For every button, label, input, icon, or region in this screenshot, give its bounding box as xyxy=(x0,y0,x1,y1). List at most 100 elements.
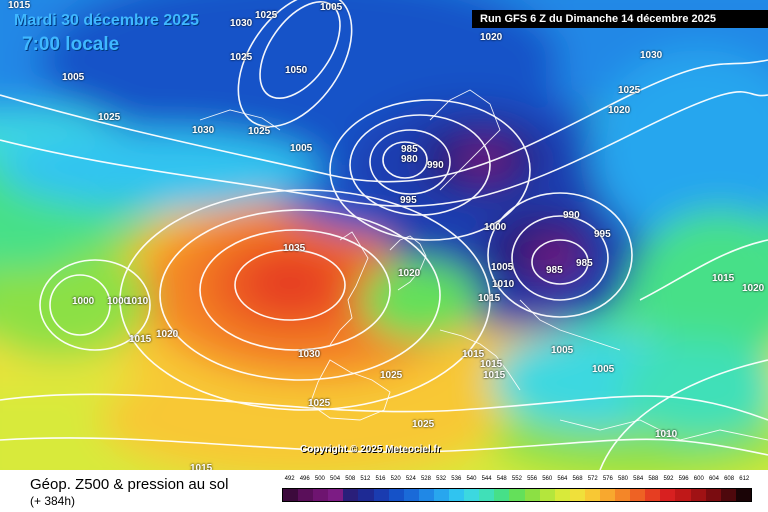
scale-swatch xyxy=(554,489,570,501)
scale-ticks: 492 496 500 504 508 512 516 520 524 528 532 536 540 5… xyxy=(282,476,752,482)
isobar-label: 1000 xyxy=(72,296,95,307)
scale-swatch xyxy=(494,489,510,501)
scale-tick: 516 xyxy=(375,476,386,482)
scale-tick: 584 xyxy=(633,476,644,482)
isobar-label: 1035 xyxy=(283,243,306,254)
scale-swatch xyxy=(615,489,631,501)
isobar-label: 1000 xyxy=(484,222,507,233)
isobar-label: 990 xyxy=(563,210,580,221)
isobar-label: 1020 xyxy=(480,32,503,43)
isobar-label: 985 xyxy=(576,258,593,269)
scale-swatch xyxy=(645,489,661,501)
isobar-label: 1025 xyxy=(230,52,253,63)
scale-bar xyxy=(282,488,752,502)
scale-tick: 512 xyxy=(360,476,371,482)
scale-swatch xyxy=(464,489,480,501)
isobar-label: 1005 xyxy=(320,2,343,13)
isobar-label: 1025 xyxy=(380,370,403,381)
scale-swatch xyxy=(313,489,329,501)
map-title: Géop. Z500 & pression au sol xyxy=(30,476,229,493)
scale-swatch xyxy=(630,489,646,501)
isobar-label: 1030 xyxy=(192,125,215,136)
forecast-time: 7:00 locale xyxy=(22,34,120,55)
isobar-label: 1000 xyxy=(107,296,130,307)
isobar-label: 1010 xyxy=(492,279,515,290)
isobar-label: 1030 xyxy=(230,18,253,29)
isobar-label: 980 xyxy=(401,154,418,165)
model-run-label: Run GFS 6 Z du Dimanche 14 décembre 2025 xyxy=(472,10,768,28)
scale-swatch xyxy=(584,489,600,501)
isobar-label: 1030 xyxy=(640,50,663,61)
scale-tick: 556 xyxy=(527,476,538,482)
scale-tick: 560 xyxy=(542,476,553,482)
scale-swatch xyxy=(449,489,465,501)
scale-tick: 508 xyxy=(345,476,356,482)
isobar-label: 1020 xyxy=(156,329,179,340)
isobar-label: 995 xyxy=(400,195,417,206)
scale-swatch xyxy=(660,489,676,501)
scale-tick: 596 xyxy=(678,476,689,482)
scale-swatch xyxy=(720,489,736,501)
isobar-label: 1025 xyxy=(618,85,641,96)
isobar-label: 1020 xyxy=(742,283,765,294)
isobar-label: 1015 xyxy=(8,0,31,11)
legend-panel: Géop. Z500 & pression au sol (+ 384h) 49… xyxy=(0,470,768,512)
scale-swatch xyxy=(690,489,706,501)
isobar-label: 995 xyxy=(594,229,611,240)
isobar-label: 1025 xyxy=(412,419,435,430)
isobar-label: 985 xyxy=(546,265,563,276)
isobar-label: 1010 xyxy=(126,296,149,307)
scale-swatch xyxy=(418,489,434,501)
isobar-label: 1015 xyxy=(478,293,501,304)
scale-tick: 496 xyxy=(299,476,310,482)
scale-tick: 528 xyxy=(420,476,431,482)
isobar-label: 1010 xyxy=(655,429,678,440)
scale-swatch xyxy=(298,489,314,501)
scale-tick: 612 xyxy=(739,476,750,482)
isobar-label: 1015 xyxy=(483,370,506,381)
scale-tick: 576 xyxy=(602,476,613,482)
scale-tick: 504 xyxy=(330,476,341,482)
scale-tick: 600 xyxy=(693,476,704,482)
isobar-label: 1005 xyxy=(290,143,313,154)
isobar-label: 985 xyxy=(401,144,418,155)
isobar-label: 1005 xyxy=(551,345,574,356)
isobar-label: 1025 xyxy=(308,398,331,409)
isobar-label: 1015 xyxy=(712,273,735,284)
geopotential-field xyxy=(0,0,768,470)
color-scale: 492 496 500 504 508 512 516 520 524 528 532 536 540 5… xyxy=(282,476,752,506)
scale-tick: 500 xyxy=(314,476,325,482)
isobar-label: 990 xyxy=(427,160,444,171)
scale-swatch xyxy=(403,489,419,501)
scale-tick: 536 xyxy=(451,476,462,482)
isobar-label: 1015 xyxy=(462,349,485,360)
forecast-date: Mardi 30 décembre 2025 xyxy=(14,12,199,29)
scale-tick: 564 xyxy=(557,476,568,482)
isobar-label: 1025 xyxy=(98,112,121,123)
isobar-label: 1020 xyxy=(398,268,421,279)
scale-tick: 540 xyxy=(466,476,477,482)
isobar-label: 1030 xyxy=(298,349,321,360)
scale-swatch xyxy=(599,489,616,501)
isobar-label: 1025 xyxy=(248,126,271,137)
scale-tick: 608 xyxy=(724,476,735,482)
scale-swatch xyxy=(479,489,495,501)
isobar-label: 1050 xyxy=(285,65,308,76)
scale-swatch xyxy=(433,489,450,501)
isobar-label: 1015 xyxy=(129,334,152,345)
weather-map: Mardi 30 décembre 2025 7:00 locale Run G… xyxy=(0,0,768,470)
copyright-label: Copyright © 2025 Meteociel.fr xyxy=(300,444,441,455)
scale-tick: 568 xyxy=(572,476,583,482)
scale-swatch xyxy=(569,489,585,501)
scale-swatch xyxy=(373,489,389,501)
isobar-label: 1015 xyxy=(190,463,213,470)
scale-swatch xyxy=(675,489,691,501)
scale-swatch xyxy=(539,489,555,501)
isobar-label: 1005 xyxy=(491,262,514,273)
scale-swatch xyxy=(358,489,374,501)
isobar-label: 1025 xyxy=(255,10,278,21)
scale-tick: 588 xyxy=(648,476,659,482)
scale-tick: 604 xyxy=(708,476,719,482)
isobar-label: 1005 xyxy=(62,72,85,83)
forecast-range: (+ 384h) xyxy=(30,494,76,508)
